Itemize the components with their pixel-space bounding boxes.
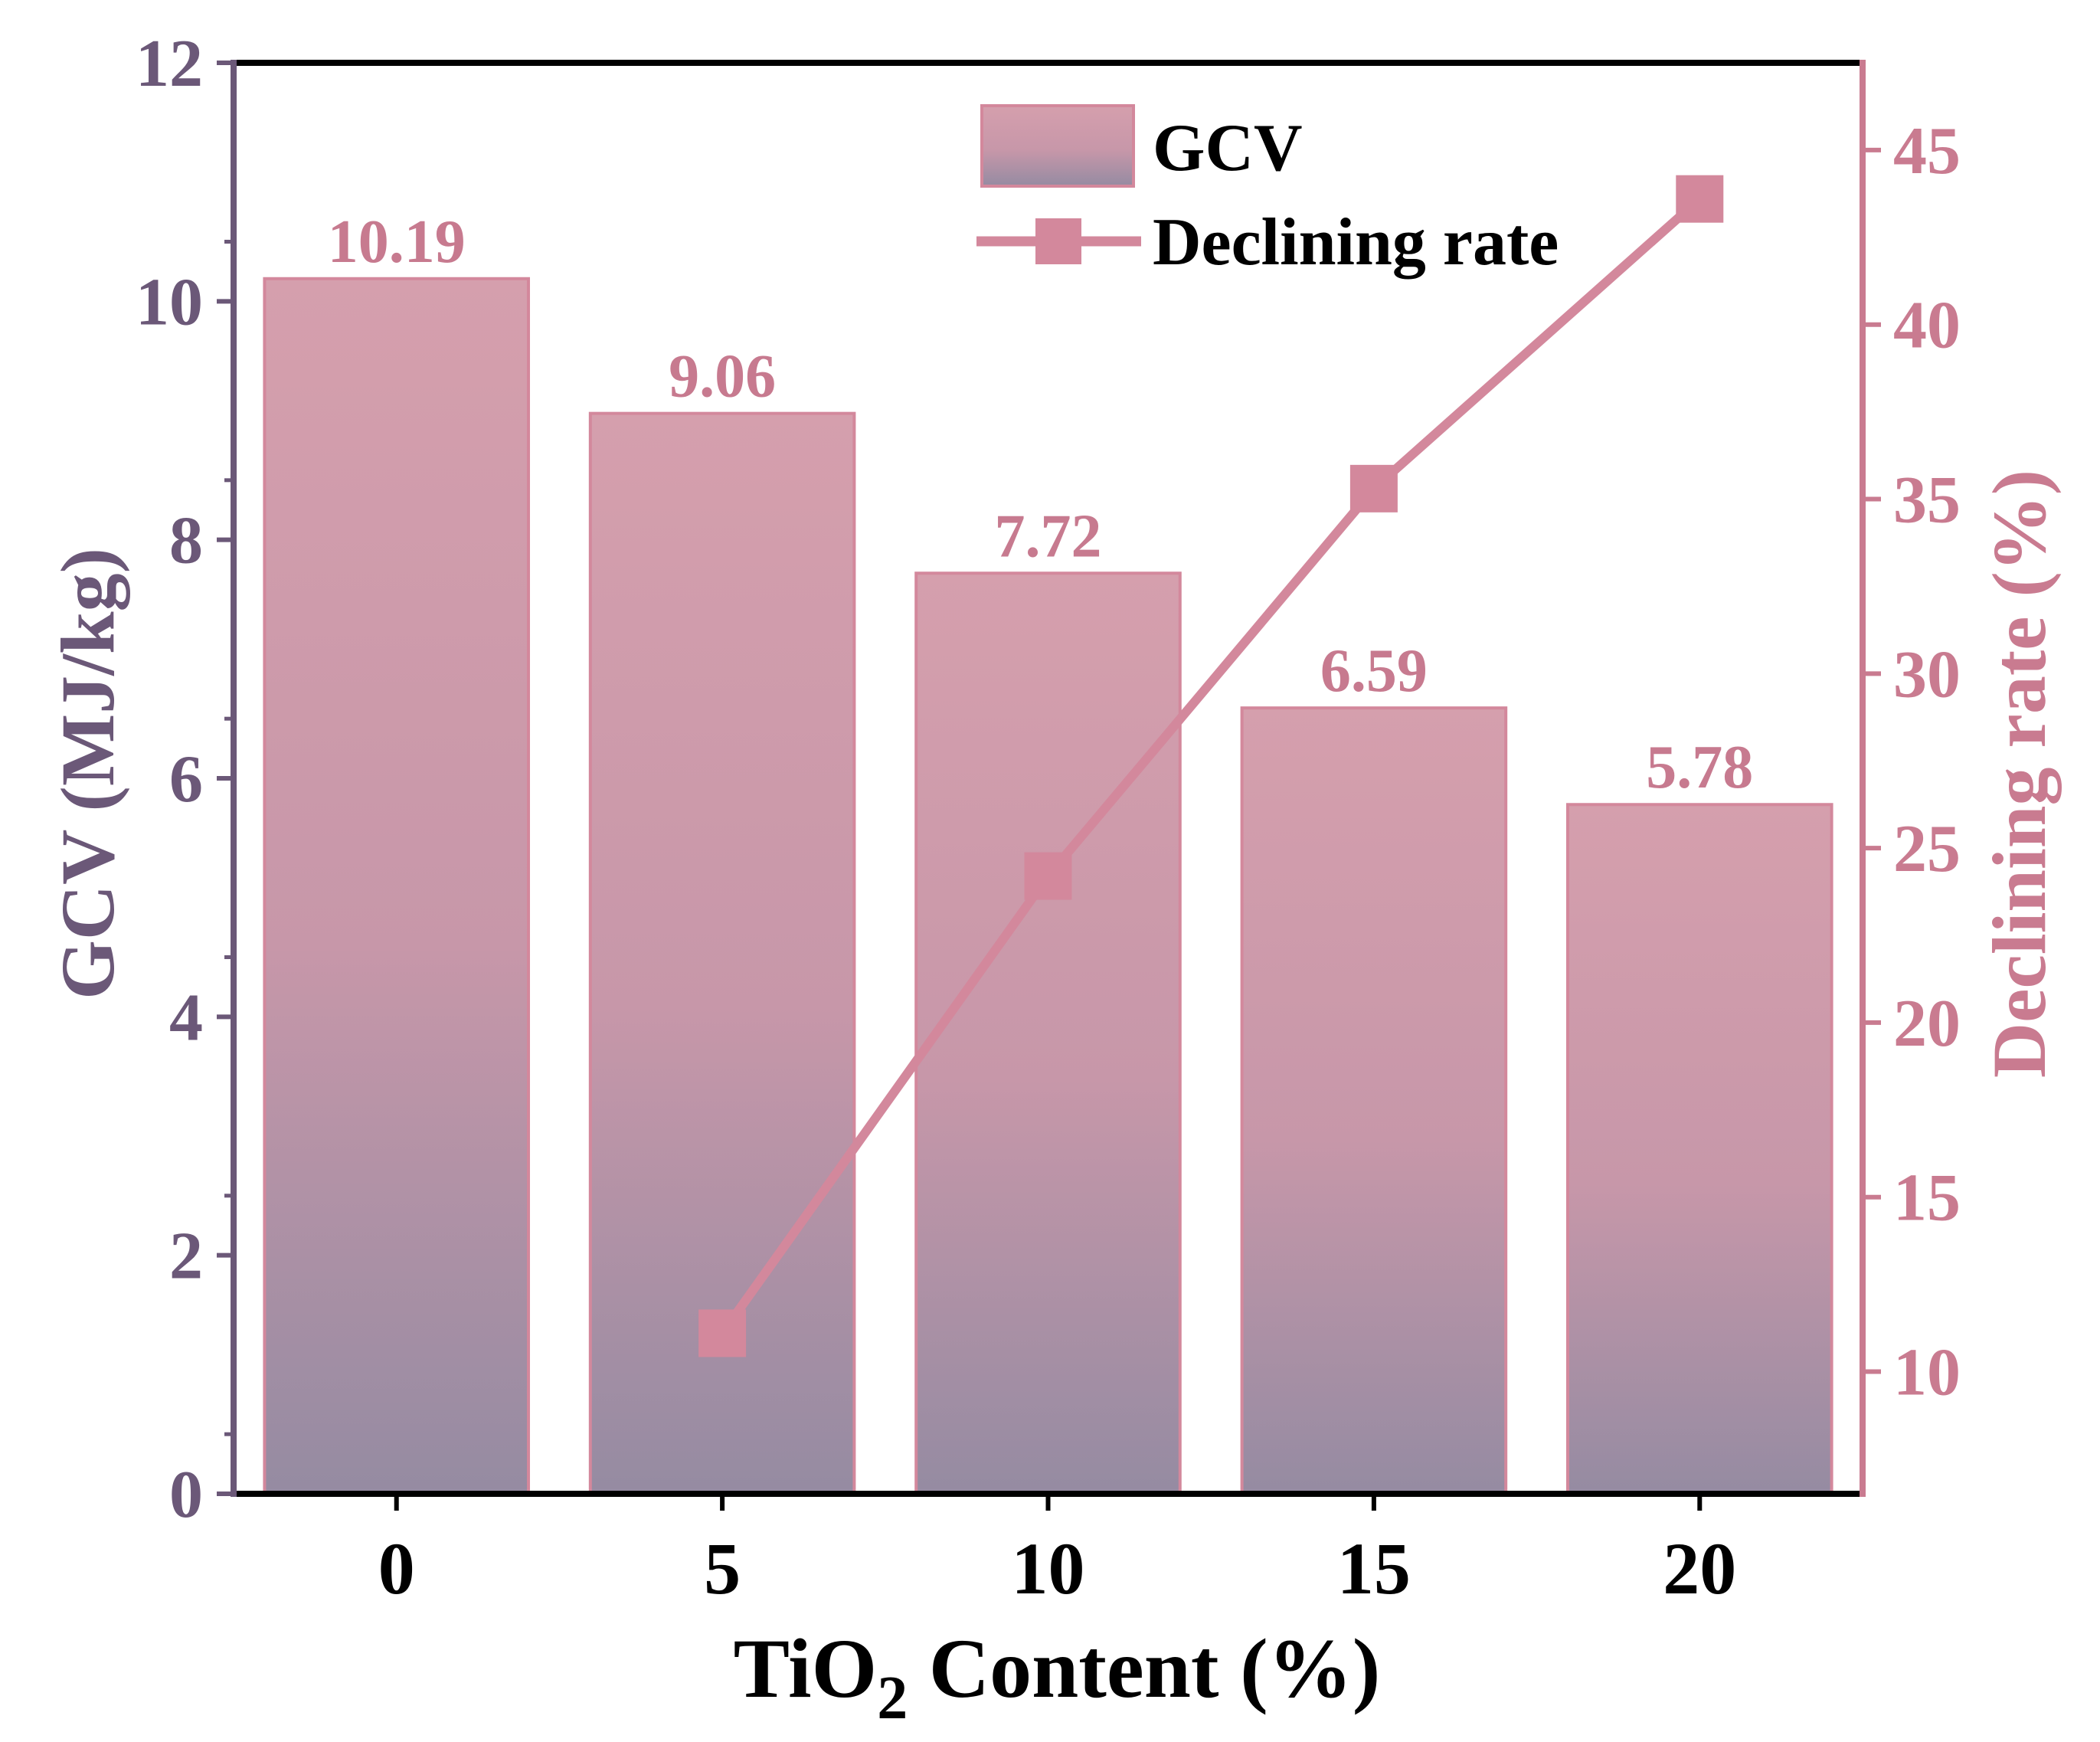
right-y-tick-label: 35 (1893, 463, 1961, 538)
gcv-bars (263, 277, 1833, 1496)
left-y-axis-title: GCV (MJ/kg) (45, 548, 130, 1000)
legend: GCV Declining rate (976, 104, 1559, 280)
gcv-bar-labels: 10.19 9.06 7.72 6.59 5.78 (328, 208, 1754, 801)
x-axis-title-rest: Content (%) (908, 1622, 1380, 1715)
left-y-tick-label: 4 (169, 981, 203, 1055)
gcv-bar (263, 277, 530, 1495)
declining-rate-marker (698, 1309, 747, 1357)
legend-declining-rate-label: Declining rate (1153, 205, 1559, 280)
declining-rate-marker (1349, 464, 1398, 512)
gcv-bar (1566, 803, 1833, 1496)
left-y-tick-label: 2 (169, 1220, 203, 1294)
declining-rate-marker (1024, 852, 1072, 900)
left-y-tick-label: 12 (136, 27, 203, 101)
gcv-bar-value-label: 9.06 (669, 343, 776, 411)
x-axis-ticks: 0 5 10 15 20 (378, 1494, 1736, 1609)
x-tick-label: 0 (378, 1528, 415, 1609)
x-axis-title: TiO2 Content (%) (734, 1622, 1381, 1732)
gcv-bar (914, 571, 1182, 1496)
x-axis-title-subscript: 2 (877, 1665, 908, 1732)
legend-declining-rate-marker (1035, 218, 1081, 264)
right-y-tick-label: 25 (1893, 812, 1961, 886)
legend-gcv-label: GCV (1153, 111, 1303, 185)
left-y-tick-label: 0 (169, 1458, 203, 1532)
gcv-bar-value-label: 10.19 (328, 208, 466, 276)
right-y-tick-label: 20 (1893, 987, 1961, 1061)
x-tick-label: 20 (1663, 1528, 1736, 1609)
left-y-tick-label: 10 (136, 265, 203, 339)
gcv-bar-value-label: 6.59 (1320, 637, 1428, 705)
declining-rate-marker (1676, 175, 1724, 223)
right-y-axis-ticks: 10 15 20 25 30 35 40 45 (1863, 114, 1961, 1410)
x-axis-title-main: TiO (734, 1622, 878, 1715)
gcv-bar (1240, 706, 1508, 1496)
right-y-tick-label: 40 (1893, 289, 1961, 363)
x-tick-label: 5 (704, 1528, 741, 1609)
x-tick-label: 15 (1337, 1528, 1411, 1609)
right-y-tick-label: 15 (1893, 1161, 1961, 1236)
declining-rate-line (718, 195, 1703, 1336)
right-y-tick-label: 30 (1893, 637, 1961, 712)
gcv-bar-value-label: 7.72 (995, 503, 1102, 570)
left-y-tick-label: 8 (169, 504, 203, 578)
declining-rate-series (698, 175, 1724, 1357)
left-y-tick-label: 6 (169, 742, 203, 817)
legend-gcv-swatch (980, 104, 1135, 188)
right-y-axis-title: Declining rate (%) (1977, 470, 2062, 1078)
x-tick-label: 10 (1012, 1528, 1085, 1609)
gcv-bar-value-label: 5.78 (1646, 734, 1753, 801)
right-y-tick-label: 10 (1893, 1336, 1961, 1410)
left-y-axis-ticks: 0 2 4 6 8 10 12 (136, 27, 234, 1532)
right-y-tick-label: 45 (1893, 114, 1961, 188)
